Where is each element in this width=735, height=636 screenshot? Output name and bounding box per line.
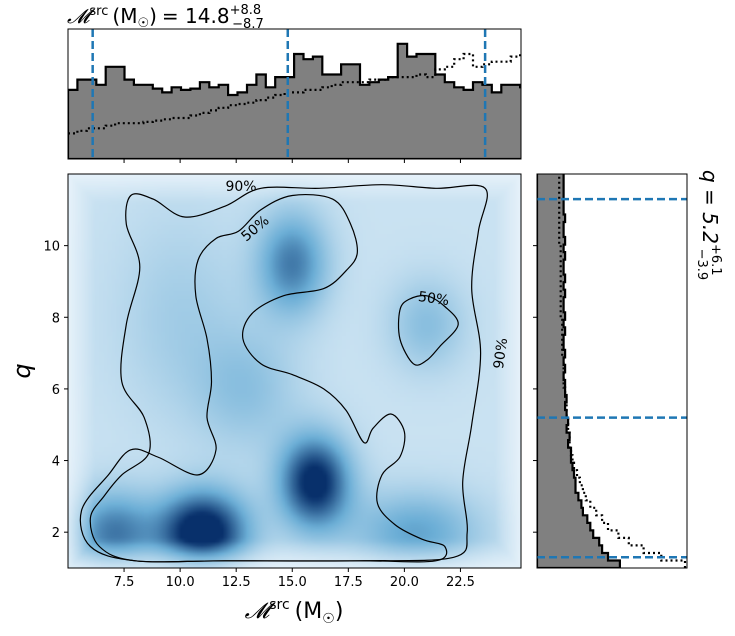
x-tick-label: 10.0 [166,575,195,590]
contour-label-90-top: 90% [225,179,256,195]
contour-90-percent [89,184,488,563]
q-posterior-histogram [537,174,621,568]
y-tick-label: 6 [52,383,60,398]
y-tick-label: 8 [52,311,60,326]
main-panel-frame [67,173,522,569]
x-tick-label: 20.0 [390,575,419,590]
right-panel-title: q = 5.2+6.1−3.9 [694,170,723,280]
x-tick-label: 22.5 [446,575,475,590]
top-panel-frame [67,28,522,160]
y-tick-label: 2 [52,526,60,541]
x-tick-label: 12.5 [222,575,251,590]
x-axis-label: 𝓜src (M☉) [245,597,344,627]
right-panel-frame [536,173,688,569]
x-tick-label: 17.5 [334,575,363,590]
y-tick-label: 4 [52,455,60,470]
top-panel-title: 𝓜src (M☉) = 14.8+8.8 −8.7 [67,3,264,32]
density-heatmap-panel [68,174,521,568]
contour-label-90-right: 90% [491,337,511,370]
contour-label-50-right: 50% [417,289,450,309]
y-axis-label: q [8,363,36,378]
mchirp-prior-histogram [68,52,521,135]
contour-50-percent-island [397,294,459,366]
contour-50-percent [79,193,448,563]
q-prior-histogram [558,174,687,568]
q-histogram-panel [537,174,687,568]
x-tick-label: 7.5 [114,575,135,590]
density-heatmap [68,174,521,568]
y-tick-label: 10 [43,240,60,255]
mchirp-posterior-histogram [68,42,521,159]
mchirp-histogram-panel [68,29,521,159]
x-tick-label: 15.0 [278,575,307,590]
